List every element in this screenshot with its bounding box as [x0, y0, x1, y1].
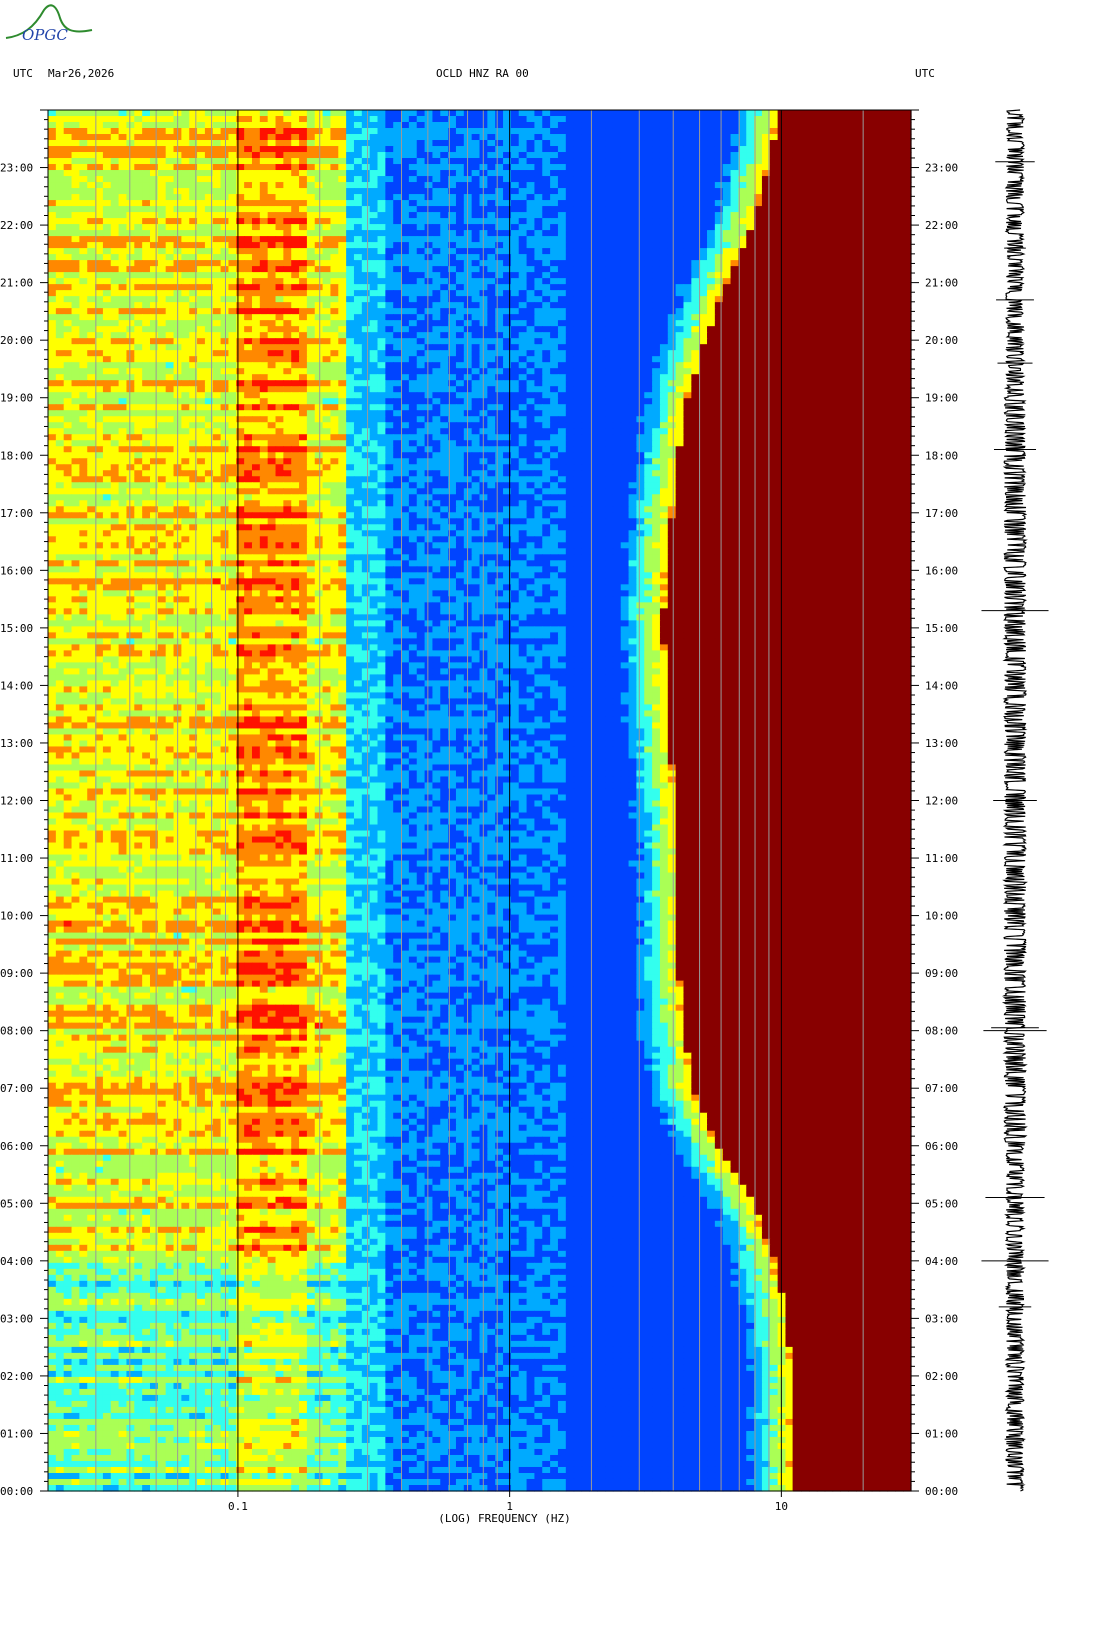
y-tick-label-left: 07:00 [0, 1082, 33, 1095]
y-tick-label-left: 10:00 [0, 910, 33, 923]
x-tick-label: 0.1 [228, 1500, 248, 1513]
y-tick-label-left: 00:00 [0, 1485, 33, 1498]
frequency-axis: 0.1 1 10 [228, 1491, 788, 1513]
y-tick-label-left: 01:00 [0, 1427, 33, 1440]
y-tick-label-right: 08:00 [925, 1025, 958, 1038]
y-tick-label-left: 20:00 [0, 334, 33, 347]
y-tick-label-left: 12:00 [0, 795, 33, 808]
y-tick-label-left: 17:00 [0, 507, 33, 520]
y-tick-label-right: 04:00 [925, 1255, 958, 1268]
y-tick-label-left: 04:00 [0, 1255, 33, 1268]
y-tick-label-right: 10:00 [925, 910, 958, 923]
y-tick-label-left: 23:00 [0, 162, 33, 175]
y-tick-label-right: 05:00 [925, 1197, 958, 1210]
y-tick-label-right: 03:00 [925, 1312, 958, 1325]
y-tick-label-right: 17:00 [925, 507, 958, 520]
y-tick-label-right: 12:00 [925, 795, 958, 808]
y-tick-label-left: 11:00 [0, 852, 33, 865]
y-tick-label-right: 16:00 [925, 564, 958, 577]
y-tick-label-left: 21:00 [0, 277, 33, 290]
y-tick-label-left: 06:00 [0, 1140, 33, 1153]
y-tick-label-right: 19:00 [925, 392, 958, 405]
y-tick-label-right: 14:00 [925, 679, 958, 692]
y-tick-label-right: 18:00 [925, 449, 958, 462]
y-tick-label-left: 18:00 [0, 449, 33, 462]
y-tick-label-right: 13:00 [925, 737, 958, 750]
y-tick-label-left: 19:00 [0, 392, 33, 405]
y-tick-label-left: 22:00 [0, 219, 33, 232]
y-tick-label-left: 03:00 [0, 1312, 33, 1325]
y-tick-label-right: 02:00 [925, 1370, 958, 1383]
y-tick-label-left: 14:00 [0, 679, 33, 692]
y-tick-label-right: 07:00 [925, 1082, 958, 1095]
y-tick-label-right: 11:00 [925, 852, 958, 865]
y-tick-label-left: 09:00 [0, 967, 33, 980]
y-tick-label-right: 23:00 [925, 162, 958, 175]
y-tick-label-right: 06:00 [925, 1140, 958, 1153]
y-tick-label-left: 02:00 [0, 1370, 33, 1383]
y-tick-label-right: 20:00 [925, 334, 958, 347]
y-tick-label-left: 05:00 [0, 1197, 33, 1210]
x-axis-label: (LOG) FREQUENCY (HZ) [438, 1512, 570, 1525]
y-tick-label-right: 22:00 [925, 219, 958, 232]
y-tick-label-left: 15:00 [0, 622, 33, 635]
y-tick-label-right: 09:00 [925, 967, 958, 980]
saturated-band [793, 110, 911, 1491]
y-tick-label-left: 16:00 [0, 564, 33, 577]
x-tick-label: 10 [775, 1500, 788, 1513]
y-tick-label-right: 01:00 [925, 1427, 958, 1440]
y-tick-label-right: 21:00 [925, 277, 958, 290]
seismogram-trace [981, 110, 1048, 1491]
y-tick-label-right: 15:00 [925, 622, 958, 635]
y-tick-label-left: 13:00 [0, 737, 33, 750]
y-tick-label-right: 00:00 [925, 1485, 958, 1498]
y-tick-label-left: 08:00 [0, 1025, 33, 1038]
